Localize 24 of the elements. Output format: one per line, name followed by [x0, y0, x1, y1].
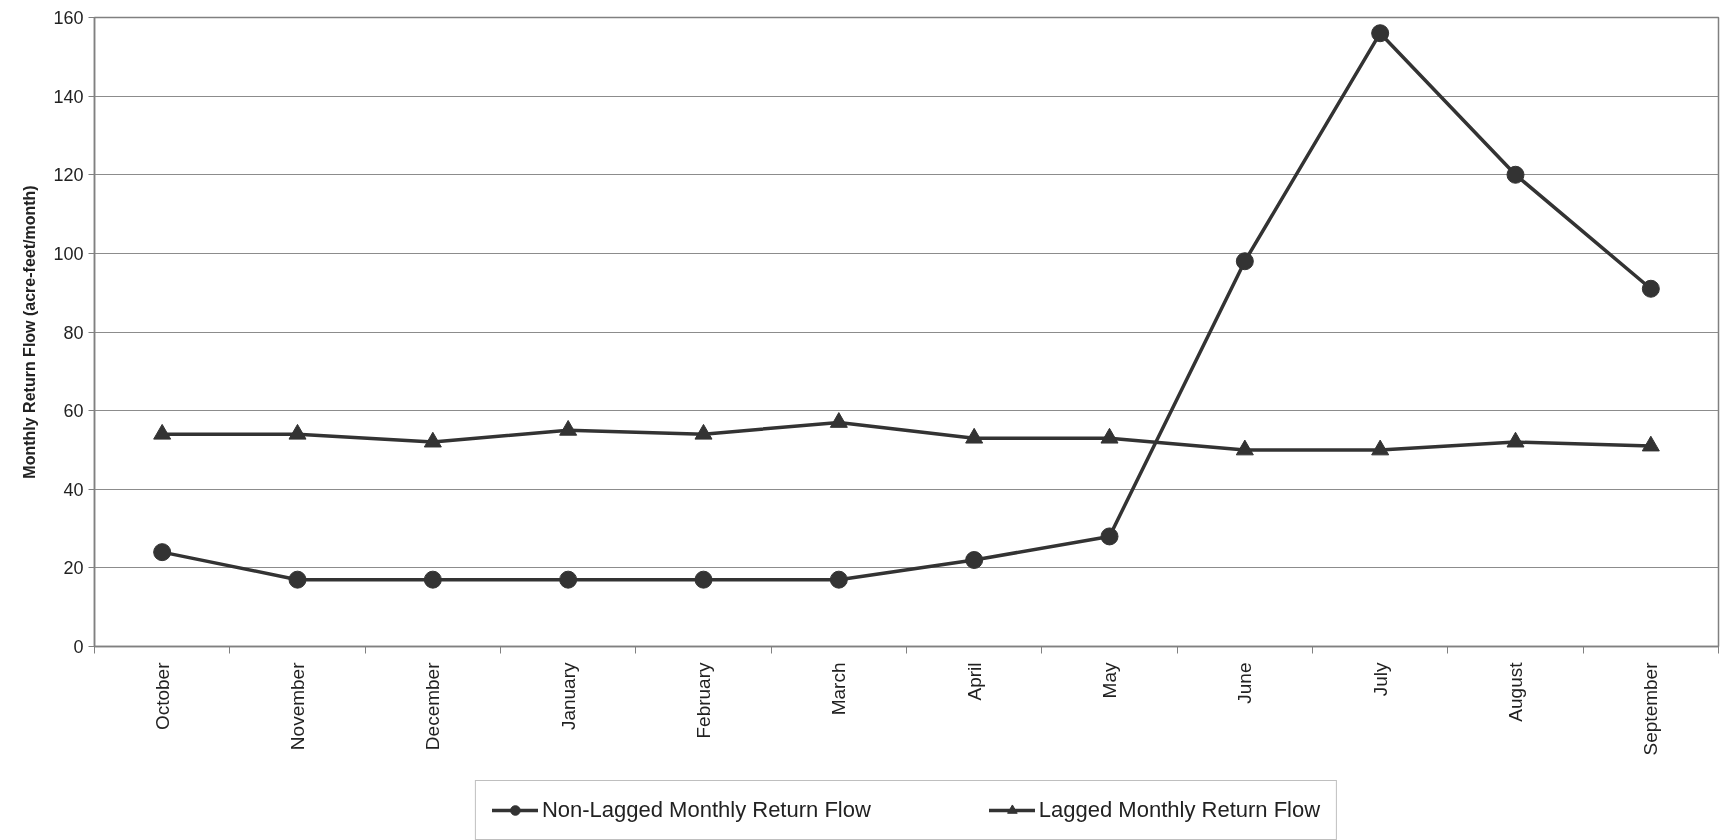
x-tick-label: March [828, 662, 850, 716]
x-tick-label: May [1099, 662, 1120, 699]
y-axis-title: Monthly Return Flow (acre-feet/month) [21, 185, 39, 479]
x-tick-label: February [693, 662, 714, 739]
y-tick-label: 60 [63, 401, 84, 422]
y-tick-label: 100 [53, 243, 84, 264]
y-tick-label: 120 [53, 165, 84, 186]
x-tick-label: April [963, 662, 985, 701]
x-tick-label: July [1369, 662, 1391, 697]
y-tick-label: 40 [63, 479, 84, 500]
y-tick-label: 20 [63, 558, 84, 579]
x-tick-label: June [1234, 662, 1256, 704]
legend-label: Lagged Monthly Return Flow [1038, 797, 1321, 823]
y-tick-label: 80 [63, 322, 84, 343]
y-tick-label: 0 [73, 637, 84, 657]
x-tick-label: December [422, 661, 444, 751]
x-tick-label: August [1505, 661, 1526, 722]
x-tick-label: November [287, 661, 308, 751]
y-tick-label: 140 [53, 86, 84, 107]
y-tick-label: 160 [53, 8, 84, 28]
x-tick-label: January [557, 662, 579, 731]
x-tick-label: September [1640, 661, 1662, 756]
x-tick-label: October [151, 661, 173, 731]
legend-label: Non-Lagged Monthly Return Flow [541, 797, 871, 823]
